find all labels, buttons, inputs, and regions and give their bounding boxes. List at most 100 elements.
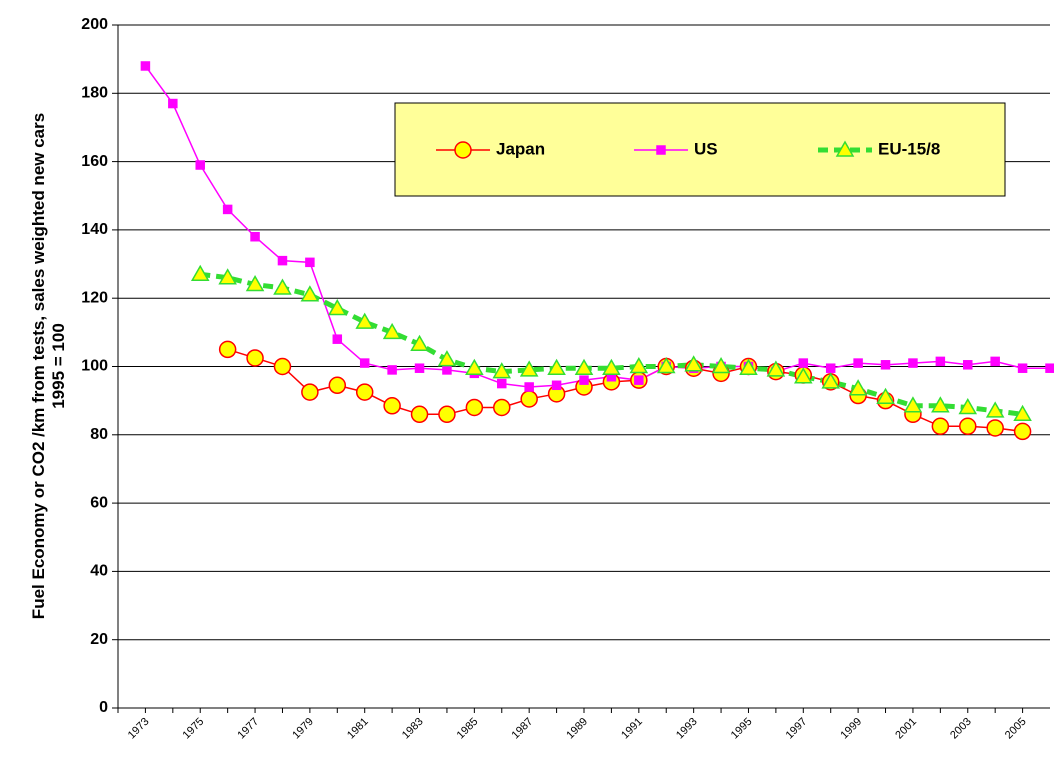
- point: [739, 358, 758, 375]
- point: [359, 358, 370, 368]
- point: [355, 312, 374, 329]
- x-tick-label: 2001: [893, 716, 919, 742]
- point: [277, 255, 288, 266]
- point: [414, 363, 425, 373]
- point: [684, 355, 703, 372]
- legend-marker: [454, 141, 472, 159]
- point: [1045, 363, 1054, 373]
- point: [273, 278, 292, 295]
- point: [355, 383, 374, 401]
- point: [848, 379, 868, 396]
- point: [442, 365, 452, 375]
- y-tick-label: 140: [81, 221, 108, 238]
- point: [300, 285, 320, 302]
- y-axis-title: Fuel Economy or CO2 /km from tests, sale…: [29, 113, 48, 619]
- y-tick-label: 40: [90, 563, 108, 580]
- point: [986, 419, 1004, 437]
- point: [250, 231, 260, 242]
- series-line: [144, 65, 1050, 388]
- x-tick-label: 1985: [455, 716, 481, 742]
- point: [985, 401, 1005, 418]
- x-tick-label: 1999: [838, 716, 864, 742]
- x-tick-label: 1991: [619, 716, 645, 742]
- point: [465, 358, 484, 375]
- legend: Japan US EU-15/8: [394, 102, 1006, 197]
- point: [190, 264, 210, 282]
- point: [410, 334, 429, 352]
- y-tick-label: 20: [90, 631, 108, 648]
- legend-label: Japan: [496, 139, 545, 158]
- point: [880, 360, 891, 370]
- y-tick-label: 180: [81, 85, 108, 102]
- point: [328, 298, 347, 316]
- point: [656, 356, 676, 374]
- point: [903, 396, 923, 413]
- point: [218, 340, 237, 359]
- x-tick-label: 2005: [1003, 716, 1029, 742]
- point: [437, 350, 457, 367]
- y-tick-label: 120: [81, 289, 108, 306]
- point: [574, 358, 594, 375]
- point: [382, 322, 402, 340]
- point: [711, 356, 731, 374]
- x-tick-label: 1981: [345, 716, 371, 742]
- point: [935, 356, 946, 367]
- point: [332, 334, 343, 344]
- point: [1013, 422, 1032, 441]
- y-tick-label: 100: [81, 358, 108, 375]
- x-tick-label: 1977: [235, 716, 261, 742]
- point: [634, 375, 644, 385]
- point: [551, 380, 562, 391]
- point: [958, 397, 978, 415]
- point: [465, 398, 484, 417]
- x-tick-label: 1983: [400, 716, 426, 742]
- point: [497, 378, 507, 389]
- point: [990, 356, 1000, 367]
- series-line: [199, 271, 1023, 417]
- point: [602, 358, 621, 375]
- point: [140, 61, 151, 71]
- point: [821, 372, 840, 389]
- point: [493, 398, 511, 417]
- series-line: [227, 348, 1023, 433]
- point: [218, 268, 237, 285]
- point: [246, 349, 264, 367]
- x-tick-label: 1989: [564, 716, 590, 742]
- point: [931, 396, 950, 413]
- legend-marker: [835, 140, 855, 157]
- point: [245, 275, 265, 292]
- point: [959, 417, 977, 436]
- y-tick-label: 200: [81, 16, 108, 33]
- point: [168, 98, 178, 109]
- point: [908, 358, 918, 368]
- point: [1013, 404, 1032, 422]
- point: [629, 356, 649, 374]
- y-axis-title: 1995 = 100: [49, 323, 68, 409]
- y-tick-label: 160: [81, 153, 108, 170]
- point: [328, 376, 347, 395]
- y-tick-label: 0: [99, 699, 108, 716]
- point: [305, 257, 315, 268]
- point: [931, 417, 950, 436]
- point: [963, 360, 973, 370]
- x-tick-label: 1975: [181, 716, 207, 742]
- point: [387, 365, 397, 375]
- point: [766, 360, 786, 377]
- point: [520, 390, 538, 408]
- point: [825, 363, 836, 373]
- x-tick-label: 1973: [126, 716, 152, 742]
- x-tick-label: 1993: [674, 716, 700, 742]
- x-tick-label: 1995: [729, 716, 755, 742]
- point: [383, 397, 401, 415]
- x-tick-label: 1987: [509, 716, 535, 742]
- point: [1017, 363, 1028, 373]
- x-tick-label: 2003: [948, 716, 974, 742]
- point: [853, 358, 863, 368]
- point: [519, 360, 539, 377]
- point: [547, 358, 566, 375]
- x-tick-label: 1997: [784, 716, 810, 742]
- legend-marker: [656, 145, 666, 155]
- point: [579, 375, 589, 385]
- point: [301, 383, 319, 401]
